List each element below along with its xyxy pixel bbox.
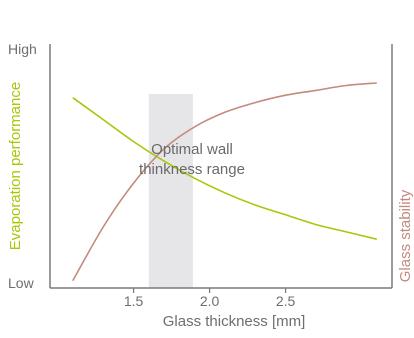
y-axis-right-label: Glass stability xyxy=(397,189,414,282)
y-tick-high: High xyxy=(8,41,37,57)
y-axis-left-label: Evaporation performance xyxy=(7,82,24,250)
x-tick-label: 1.5 xyxy=(124,293,144,309)
x-tick-label: 2.0 xyxy=(200,293,220,309)
optimal-range-band-layer xyxy=(148,94,193,288)
optimal-range-band xyxy=(148,94,193,288)
y-tick-low: Low xyxy=(8,275,35,291)
series-layer xyxy=(72,82,377,282)
band-label-line-2: thinkness range xyxy=(139,161,245,178)
x-tick-label: 2.5 xyxy=(276,293,296,309)
x-tick-layer: 1.5 2.0 2.5 xyxy=(124,288,296,309)
x-axis-label: Glass thickness [mm] xyxy=(163,313,306,330)
series-line-stability xyxy=(72,82,377,282)
series-line-evaporation xyxy=(72,97,377,240)
band-label-line-1: Optimal wall xyxy=(151,141,233,158)
